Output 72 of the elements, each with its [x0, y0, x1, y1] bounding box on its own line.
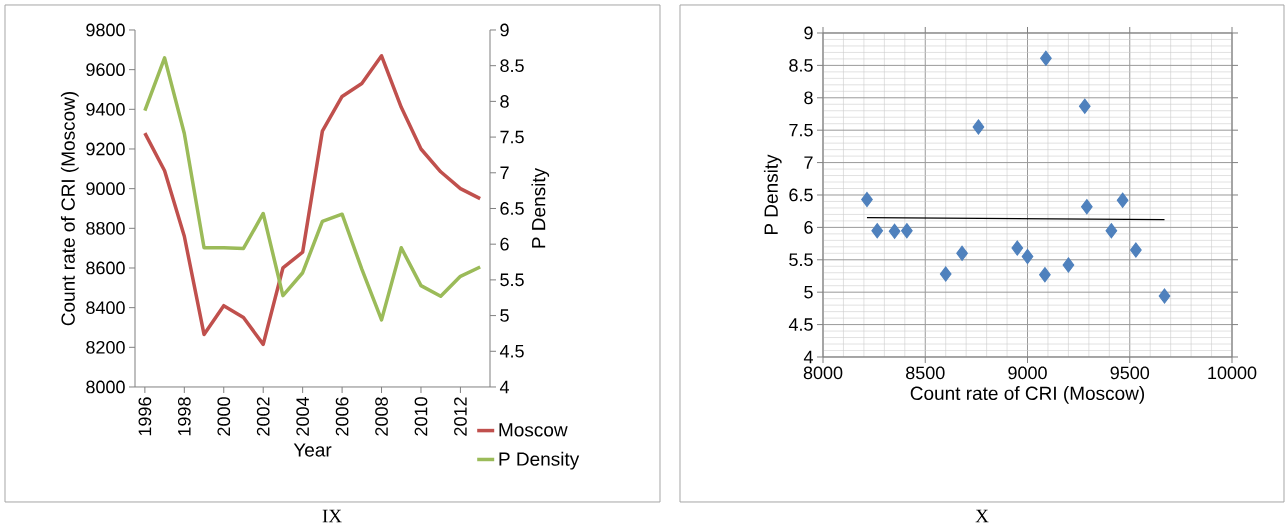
x-tick-label: 9000: [1008, 366, 1047, 380]
point: [901, 223, 913, 239]
y-tick-label: 6: [804, 221, 813, 234]
point: [1039, 267, 1051, 283]
y-axis-title: P Density: [763, 154, 782, 235]
x-tick-label: 1996: [138, 397, 152, 436]
y-tick-label: 8600: [86, 261, 125, 275]
point: [861, 191, 873, 208]
y-axis-title: Count rate of CRI (Moscow): [60, 91, 79, 326]
point: [972, 119, 985, 135]
y2-tick-label: 5.5: [500, 273, 524, 287]
point: [1130, 242, 1142, 258]
y2-tick-label: 4: [499, 380, 510, 394]
y-tick-label: 8800: [86, 221, 125, 235]
point: [939, 266, 952, 282]
y-tick-label: 8400: [86, 301, 125, 315]
point: [888, 223, 901, 239]
x-tick-label: 2010: [414, 397, 428, 436]
point: [1011, 240, 1024, 256]
y-tick-label: 7: [804, 156, 813, 169]
y-tick-label: 9000: [86, 182, 125, 196]
x-axis-title: Year: [293, 443, 332, 457]
point: [871, 223, 884, 239]
legend-label: Moscow: [499, 423, 568, 437]
y2-tick-label: 6.5: [500, 202, 524, 215]
y-tick-label: 8200: [86, 340, 125, 354]
x-tick-label: 2006: [335, 397, 349, 436]
y-tick-label: 9400: [86, 102, 125, 116]
y-tick-label: 4.5: [788, 318, 813, 331]
y2-tick-label: 4.5: [499, 345, 524, 358]
x-tick-label: 1998: [177, 397, 191, 436]
x-tick-label: 10000: [1208, 366, 1257, 380]
y2-tick-label: 7: [500, 166, 509, 179]
y2-tick-label: 6: [500, 237, 509, 251]
legend-label: P Density: [499, 451, 580, 470]
y-tick-label: 9800: [86, 23, 125, 37]
point: [956, 245, 968, 261]
x-tick-label: 9500: [1110, 366, 1150, 380]
x-tick-label: 2000: [217, 397, 231, 436]
point: [1021, 248, 1034, 265]
y-tick-label: 7.5: [789, 123, 813, 137]
y-tick-label: 9: [804, 26, 813, 40]
y2-axis-title: P Density: [531, 167, 550, 248]
y2-tick-label: 9: [500, 23, 509, 37]
point: [1080, 199, 1093, 215]
x-tick-label: 8500: [906, 366, 945, 380]
y-tick-label: 5.5: [789, 253, 813, 267]
y2-tick-label: 5: [500, 309, 509, 322]
y2-tick-label: 8.5: [500, 59, 524, 73]
point: [1078, 98, 1091, 114]
x-tick-label: 2004: [296, 397, 310, 436]
x-tick-label: 2008: [375, 397, 388, 436]
x-tick-label: 2002: [256, 397, 270, 436]
y-tick-label: 8.5: [789, 59, 813, 72]
y-tick-label: 9200: [86, 142, 125, 156]
text: IX: [322, 509, 342, 523]
x-tick-label: 2012: [454, 397, 467, 436]
point: [1116, 192, 1129, 208]
y2-tick-label: 8: [500, 95, 509, 108]
y-tick-label: 8000: [86, 380, 125, 394]
point: [1105, 223, 1118, 239]
y-tick-label: 4: [803, 350, 813, 364]
y2-tick-label: 7.5: [500, 130, 524, 144]
y-tick-label: 8: [804, 91, 813, 105]
y-tick-label: 6.5: [789, 188, 813, 202]
point: [1062, 257, 1075, 273]
y-tick-label: 5: [804, 285, 813, 299]
text: X: [975, 509, 989, 523]
point: [1158, 288, 1171, 304]
point: [1040, 50, 1052, 66]
y-tick-label: 9600: [86, 63, 125, 77]
x-axis-title: Count rate of CRI (Moscow): [910, 386, 1145, 404]
